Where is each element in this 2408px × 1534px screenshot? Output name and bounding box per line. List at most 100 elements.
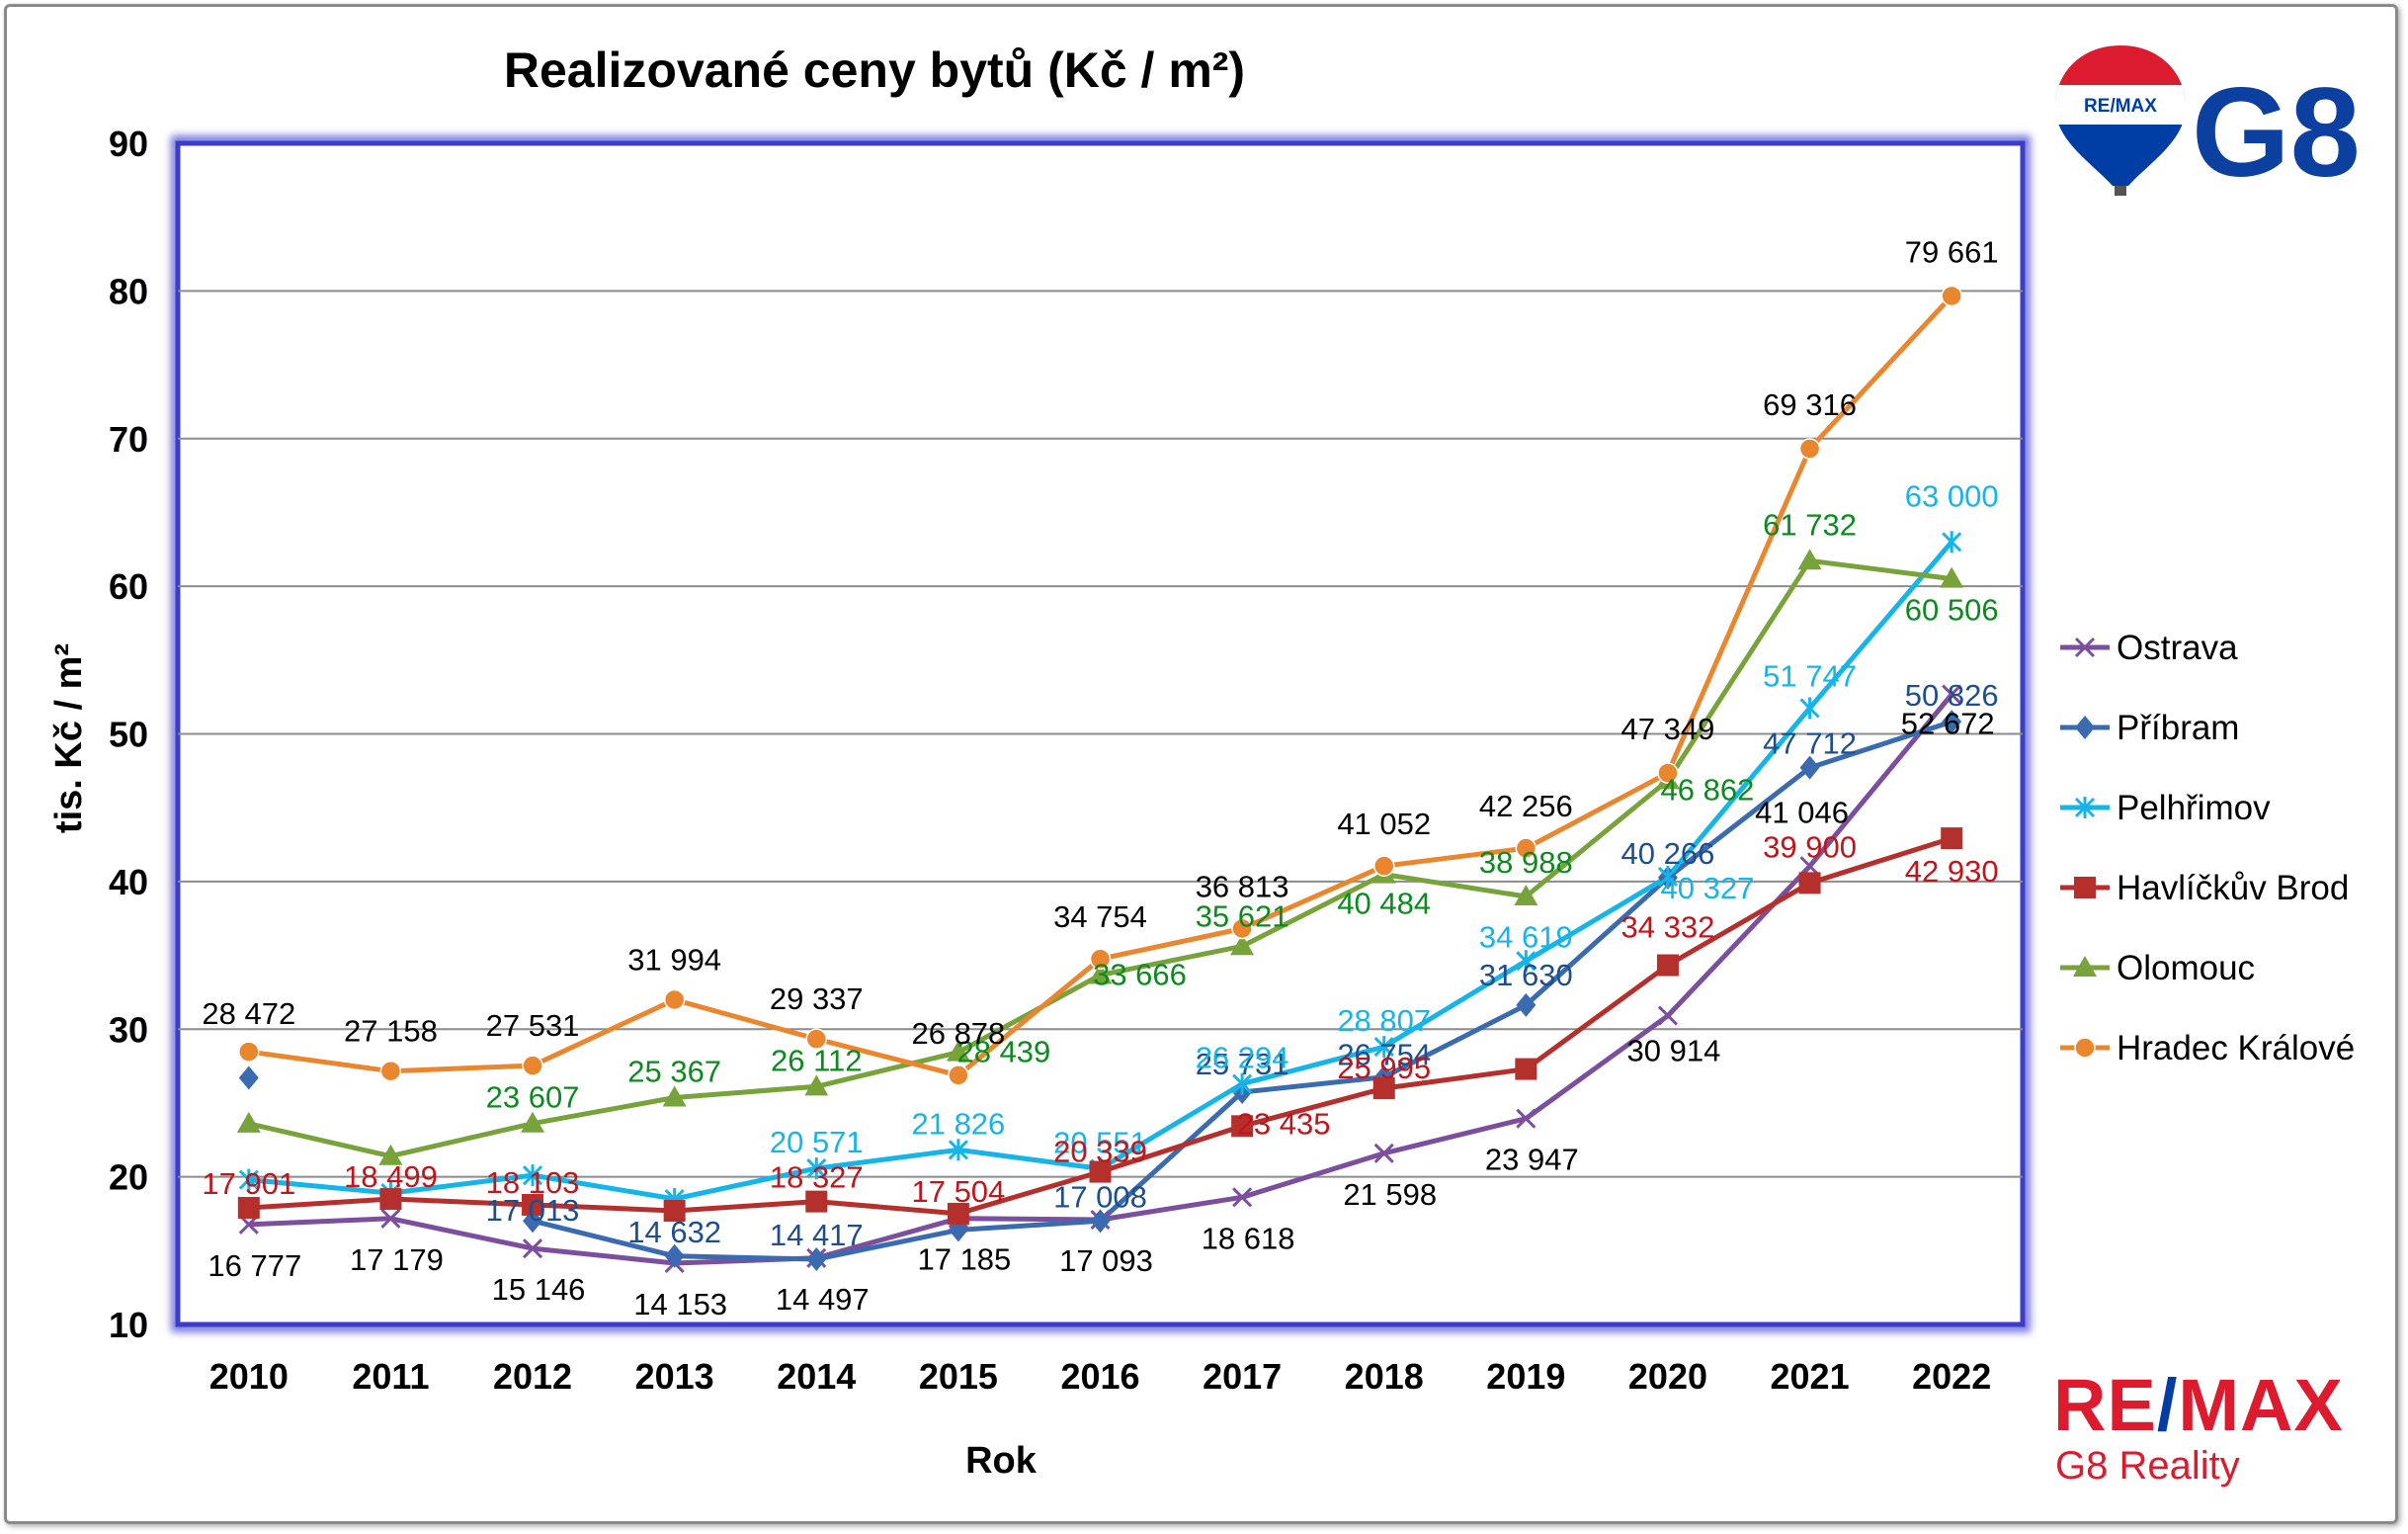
data-label: 34 619 [1479,919,1573,954]
data-label: 23 947 [1485,1143,1579,1177]
x-tick-label: 2014 [777,1356,856,1397]
data-label: 15 146 [492,1272,586,1307]
data-point [946,1040,970,1062]
chart-title: Realizované ceny bytů (Kč / m²) [504,43,1245,98]
data-point [236,1111,261,1133]
x-tick-label: 2020 [1628,1356,1707,1397]
legend: Ostrava Příbram Pelhřimov Havlíčkův Brod Olo… [2060,629,2355,1067]
legend-item-label: Havlíčkův Brod [2117,869,2349,907]
data-point [806,1157,827,1180]
data-point [1516,950,1536,973]
data-point [1941,827,1963,850]
data-point [1799,755,1820,780]
data-label: 26 112 [771,1043,863,1077]
data-label: 31 994 [627,942,721,977]
x-tick-label: 2011 [352,1356,429,1397]
series-markers [236,285,1964,1274]
data-label: 31 630 [1479,958,1573,992]
data-label: 17 008 [1053,1179,1147,1214]
x-tick-label: 2012 [493,1356,572,1397]
data-label: 40 327 [1661,871,1755,905]
data-label: 14 417 [770,1218,864,1252]
data-label: 20 571 [770,1125,864,1159]
data-label: 33 666 [1093,957,1187,991]
data-point [522,1164,543,1187]
legend-item-label: Ostrava [2117,629,2238,667]
data-point [805,1190,828,1213]
data-label: 36 813 [1196,869,1289,903]
data-label: 28 439 [956,1035,1050,1069]
data-label: 38 988 [1479,845,1573,880]
data-label: 42 930 [1905,854,1999,889]
data-label: 20 339 [1053,1135,1147,1169]
data-point [1514,884,1538,905]
data-point [1230,934,1255,956]
data-label: 18 327 [770,1160,864,1195]
svg-text:RE/MAX: RE/MAX [2084,96,2157,117]
data-label: 51 747 [1763,658,1857,693]
data-label: 47 349 [1621,712,1715,746]
data-label: 17 013 [486,1193,580,1228]
data-label: 40 266 [1621,836,1715,871]
data-point [1372,1077,1395,1100]
g8-reality-tagline: G8 Reality [2055,1444,2240,1488]
legend-item-label: Hradec Králové [2117,1029,2355,1067]
data-point [1089,1160,1112,1183]
y-tick-label: 40 [109,862,148,902]
data-point [1516,992,1536,1017]
data-point [2073,956,2097,977]
g8-logo-text: G8 [2192,62,2361,198]
data-label: 27 158 [344,1014,438,1049]
data-label: 17 093 [1059,1243,1153,1278]
data-point [2074,1037,2096,1059]
y-tick-label: 30 [109,1009,148,1050]
data-point [522,1238,543,1259]
data-point [238,1168,259,1191]
data-point [664,1243,685,1268]
x-tick-label: 2019 [1486,1356,1565,1397]
y-tick-label: 50 [109,715,148,755]
data-point [1799,856,1820,877]
data-label: 39 900 [1763,829,1857,864]
data-point [1797,549,1822,570]
data-label: 41 046 [1755,795,1849,829]
data-point [948,1139,968,1161]
data-label: 26 294 [1196,1041,1289,1075]
data-point [1657,865,1679,888]
data-label: 17 504 [911,1174,1005,1209]
remax-g8-reality-logo: RE/MAX G8 Reality [2053,1369,2369,1497]
data-label: 69 316 [1763,387,1857,422]
data-point [1373,1143,1394,1163]
data-label: 52 672 [1901,707,1995,741]
data-point [1657,1005,1679,1026]
x-tick-label: 2021 [1771,1356,1850,1397]
data-label: 25 731 [1196,1047,1289,1081]
data-point [805,1028,828,1050]
data-point [662,1085,687,1107]
remax-g8-logo: RE/MAX G8 [2053,42,2362,204]
data-point [521,1111,545,1133]
data-point [380,1208,401,1229]
data-label: 18 618 [1202,1221,1295,1255]
data-point [1515,1058,1537,1080]
x-axis-label: Rok [965,1440,1038,1482]
data-label: 28 807 [1337,1003,1431,1038]
data-point [522,1055,543,1076]
data-point [1798,872,1821,895]
remax-balloon-icon: RE/MAX G8 [2055,45,2361,204]
data-label: 34 754 [1053,899,1147,934]
data-point [663,988,686,1011]
data-point [1516,1108,1536,1129]
y-axis-label: tis. Kč / m² [48,643,90,833]
data-point [2074,637,2096,658]
data-label: 50 826 [1905,678,1999,713]
data-point [1940,566,1964,588]
data-point [1231,1115,1254,1138]
y-tick-label: 80 [109,271,148,311]
data-label: 26 754 [1337,1038,1431,1072]
data-label: 23 607 [486,1080,580,1115]
legend-item-label: Příbram [2117,709,2239,747]
gridlines [178,290,2023,1178]
data-label: 42 256 [1479,789,1573,823]
